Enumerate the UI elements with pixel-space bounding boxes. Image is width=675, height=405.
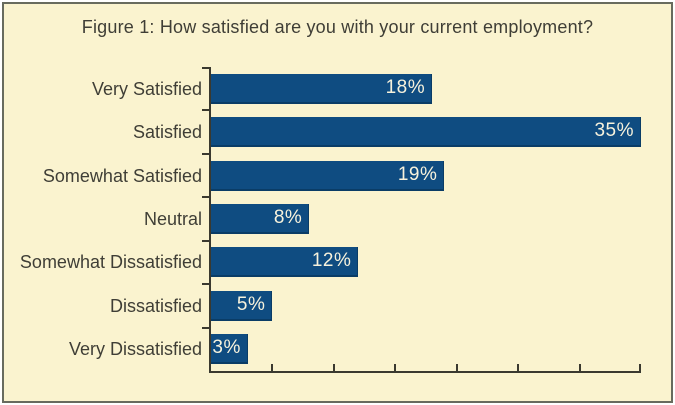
category-label: Satisfied xyxy=(132,122,202,143)
y-axis-tick xyxy=(202,109,209,112)
y-axis-tick xyxy=(202,326,209,329)
x-axis-tick xyxy=(271,364,274,371)
category-label: Somewhat Dissatisfied xyxy=(19,252,202,273)
y-axis-tick xyxy=(202,239,209,242)
bar-value-label: 3% xyxy=(212,337,241,359)
y-axis-tick xyxy=(202,196,209,199)
category-label: Dissatisfied xyxy=(109,295,202,316)
x-axis-tick xyxy=(578,364,581,371)
bar-value-label: 12% xyxy=(311,250,352,272)
category-label: Neutral xyxy=(143,209,202,229)
x-axis-tick xyxy=(639,364,641,371)
x-axis-tick xyxy=(394,364,397,371)
bar-value-label: 5% xyxy=(236,293,266,315)
bar-somewhat-dissatisfied: 12% xyxy=(211,247,359,278)
y-axis-tick xyxy=(202,283,209,286)
bar-value-label: 18% xyxy=(385,76,426,98)
chart-title: Figure 1: How satisfied are you with you… xyxy=(81,17,594,37)
category-axis-labels: Very Satisfied Satisfied Somewhat Satisfie… xyxy=(4,67,202,373)
bar-dissatisfied: 5% xyxy=(211,290,273,321)
chart-plot: 18% 35% 19% 8% 12% 5% 3% xyxy=(202,67,641,373)
x-axis-tick xyxy=(455,364,458,371)
bar-satisfied: 35% xyxy=(211,117,641,148)
bar-very-satisfied: 18% xyxy=(211,73,433,104)
bar-neutral: 8% xyxy=(211,204,310,234)
category-label: Very Dissatisfied xyxy=(68,339,202,360)
y-axis-tick xyxy=(202,67,209,69)
bar-value-label: 8% xyxy=(273,207,303,228)
bar-very-dissatisfied: 3% xyxy=(211,334,248,365)
x-axis-tick xyxy=(517,364,520,371)
y-axis-tick xyxy=(202,152,209,155)
category-label: Very Satisfied xyxy=(91,78,202,99)
bar-somewhat-satisfied: 19% xyxy=(211,160,445,191)
x-axis-tick xyxy=(332,364,335,371)
category-label: Somewhat Satisfied xyxy=(42,165,202,186)
bar-value-label: 19% xyxy=(397,163,438,185)
bar-value-label: 35% xyxy=(594,120,634,142)
